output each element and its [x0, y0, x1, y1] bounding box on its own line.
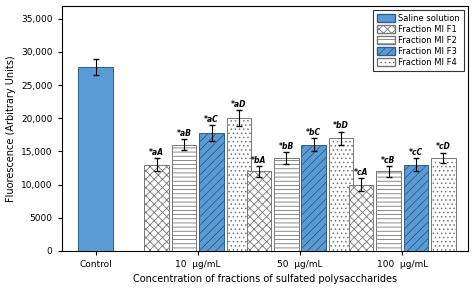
Text: *bD: *bD — [333, 121, 349, 130]
Text: *aA: *aA — [149, 148, 164, 157]
Bar — [199, 133, 224, 251]
Bar — [431, 158, 456, 251]
Bar — [79, 66, 113, 251]
Bar — [274, 158, 299, 251]
Text: *bB: *bB — [279, 142, 294, 151]
Text: *aB: *aB — [177, 129, 191, 138]
Text: *aD: *aD — [231, 100, 247, 109]
Bar — [376, 171, 401, 251]
Y-axis label: Fluorescence (Arbitrary Units): Fluorescence (Arbitrary Units) — [6, 55, 16, 202]
Bar — [227, 118, 251, 251]
Text: *bA: *bA — [251, 156, 266, 165]
Text: *cB: *cB — [381, 156, 396, 165]
Text: *cC: *cC — [409, 148, 423, 157]
Bar — [145, 165, 169, 251]
Legend: Saline solution, Fraction MI F1, Fraction MI F2, Fraction MI F3, Fraction MI F4: Saline solution, Fraction MI F1, Fractio… — [373, 10, 464, 71]
Bar — [172, 145, 196, 251]
Bar — [349, 184, 374, 251]
Bar — [329, 138, 354, 251]
Bar — [246, 171, 271, 251]
Text: *cA: *cA — [354, 168, 368, 177]
Text: *cD: *cD — [436, 142, 451, 151]
Text: *aC: *aC — [204, 115, 219, 124]
X-axis label: Concentration of fractions of sulfated polysaccharides: Concentration of fractions of sulfated p… — [133, 274, 397, 284]
Bar — [301, 145, 326, 251]
Bar — [404, 165, 428, 251]
Text: *bC: *bC — [306, 128, 321, 137]
